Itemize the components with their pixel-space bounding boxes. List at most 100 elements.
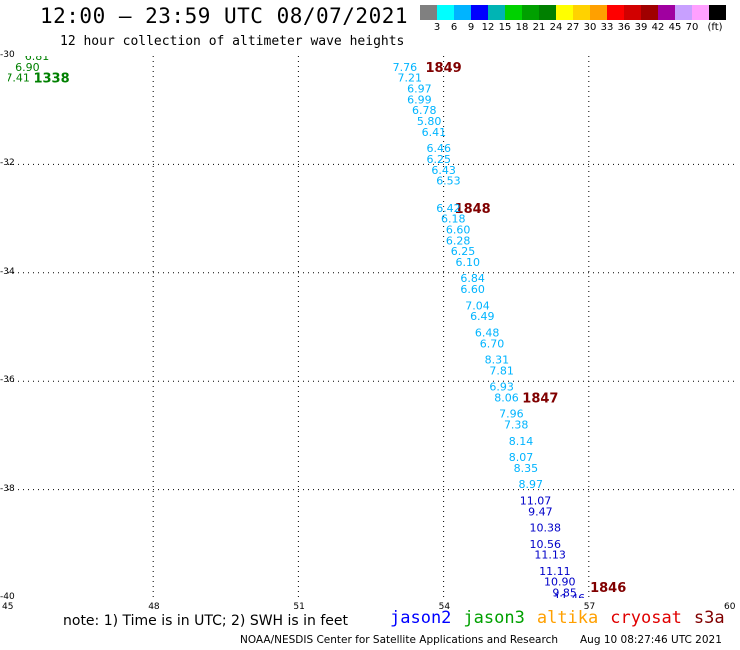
latitude-label: -36 xyxy=(0,375,15,386)
legend-label: 39 xyxy=(634,22,648,33)
longitude-label: 60 xyxy=(724,602,736,612)
wave-height-value: 6.70 xyxy=(480,337,505,350)
wave-height-value: 9.47 xyxy=(528,505,553,518)
latitude-label: -30 xyxy=(0,50,15,60)
footnote: note: 1) Time is in UTC; 2) SWH is in fe… xyxy=(63,613,349,629)
pass-time-label: 1848 xyxy=(455,202,491,217)
legend-swatch xyxy=(590,5,607,20)
wave-height-value: 6.99 xyxy=(407,93,432,106)
latitude-label: -34 xyxy=(0,266,15,277)
wave-height-value: 8.35 xyxy=(514,462,539,475)
legend-swatch xyxy=(641,5,658,20)
wave-height-value: 9.85 xyxy=(552,587,577,598)
longitude-label: 51 xyxy=(293,602,305,612)
legend-swatch xyxy=(505,5,522,20)
latitude-label: -38 xyxy=(0,483,15,494)
legend-label: 6 xyxy=(450,22,458,33)
wave-height-value: 6.60 xyxy=(446,223,471,236)
legend-label: 9 xyxy=(467,22,475,33)
wave-height-value: 6.90 xyxy=(15,61,40,74)
wave-height-value: 7.76 xyxy=(393,61,418,74)
wave-height-value: 6.10 xyxy=(456,256,481,269)
legend-swatch xyxy=(454,5,471,20)
wave-height-value: 7.04 xyxy=(465,299,490,312)
legend-swatch xyxy=(624,5,641,20)
wave-height-value: 6.60 xyxy=(460,283,485,296)
wave-height-value: 11.13 xyxy=(534,549,566,562)
color-scale-labels: 3 6 9 12 15 18 21 24 27 30 33 36 39 42 45 70 (ft) xyxy=(420,22,740,36)
legend-label: 18 xyxy=(515,22,529,33)
wave-height-value: 10.90 xyxy=(544,576,576,589)
legend-swatch xyxy=(556,5,573,20)
wave-height-value: 7.96 xyxy=(499,408,524,421)
wave-height-value: 11.11 xyxy=(539,565,571,578)
legend-swatch xyxy=(420,5,437,20)
legend-swatch xyxy=(658,5,675,20)
color-scale-legend xyxy=(420,5,726,20)
legend-swatch xyxy=(675,5,692,20)
legend-swatch xyxy=(709,5,726,20)
wave-height-value: 10.56 xyxy=(529,538,561,551)
legend-label: 30 xyxy=(583,22,597,33)
legend-label: (ft) xyxy=(707,22,723,33)
wave-height-value: 6.97 xyxy=(407,83,432,96)
legend-label: 45 xyxy=(668,22,682,33)
wave-height-value: 10.38 xyxy=(529,522,561,535)
legend-swatch xyxy=(471,5,488,20)
wave-height-value: 7.21 xyxy=(397,72,422,85)
map-title: 12:00 – 23:59 UTC 08/07/2021 xyxy=(40,4,409,28)
legend-label: 42 xyxy=(651,22,665,33)
wave-height-value: 5.80 xyxy=(417,115,442,128)
wave-height-value: 6.93 xyxy=(489,381,514,394)
longitude-label: 57 xyxy=(583,602,596,612)
wave-height-value: 8.97 xyxy=(518,478,543,491)
longitude-label: 54 xyxy=(438,602,451,612)
wave-height-value: 6.48 xyxy=(475,326,500,339)
pass-time-label: 1847 xyxy=(522,391,558,406)
pass-time-label: 1849 xyxy=(426,61,462,76)
credit-line: NOAA/NESDIS Center for Satellite Applica… xyxy=(240,634,558,646)
satellite-legend: jason2 jason3 altika cryosat s3a xyxy=(390,608,737,628)
legend-label: 21 xyxy=(532,22,546,33)
wave-height-value: 7.41 xyxy=(8,72,30,85)
longitude-label: 48 xyxy=(148,602,160,612)
latitude-label: -40 xyxy=(0,592,15,602)
legend-label: 3 xyxy=(433,22,441,33)
wave-height-value: 7.81 xyxy=(489,364,514,377)
wave-height-value: 6.18 xyxy=(441,213,466,226)
wave-height-value: 6.46 xyxy=(427,142,452,155)
wave-height-value: 6.41 xyxy=(422,126,447,139)
wave-height-value: 8.31 xyxy=(485,354,510,367)
generated-timestamp: Aug 10 08:27:46 UTC 2021 xyxy=(580,634,722,646)
satellite-name: cryosat xyxy=(610,608,682,628)
legend-label: 27 xyxy=(566,22,580,33)
legend-label: 15 xyxy=(498,22,512,33)
pass-time-label: 1846 xyxy=(590,581,626,596)
legend-label: 36 xyxy=(617,22,631,33)
wave-height-value: 6.81 xyxy=(25,56,50,63)
satellite-name: s3a xyxy=(693,608,725,628)
wave-height-value: 7.38 xyxy=(504,419,529,432)
map-subtitle: 12 hour collection of altimeter wave hei… xyxy=(60,34,405,49)
latitude-label: -32 xyxy=(0,158,15,169)
wave-height-value: 8.07 xyxy=(509,451,534,464)
legend-swatch xyxy=(539,5,556,20)
longitude-label: 45 xyxy=(2,602,14,612)
wave-height-value: 8.06 xyxy=(494,391,519,404)
satellite-name: altika xyxy=(536,608,599,628)
legend-swatch xyxy=(573,5,590,20)
legend-swatch xyxy=(488,5,505,20)
satellite-name: jason2 xyxy=(390,608,452,628)
legend-swatch xyxy=(437,5,454,20)
wave-height-value: 6.42 xyxy=(436,202,461,215)
satellite-name: jason3 xyxy=(463,608,525,628)
wave-height-value: 11.46 xyxy=(554,592,586,598)
wave-height-value: 6.28 xyxy=(446,234,471,247)
wave-height-value: 6.53 xyxy=(436,175,461,188)
wave-height-value: 6.43 xyxy=(431,164,456,177)
wave-height-map: 6.816.907.41 1338 1849 1848 1847 1846 7.767.21… xyxy=(8,56,734,598)
wave-height-value: 6.78 xyxy=(412,104,437,117)
legend-label: 33 xyxy=(600,22,614,33)
pass-time-label: 1338 xyxy=(33,72,69,87)
wave-height-value: 8.14 xyxy=(509,435,534,448)
